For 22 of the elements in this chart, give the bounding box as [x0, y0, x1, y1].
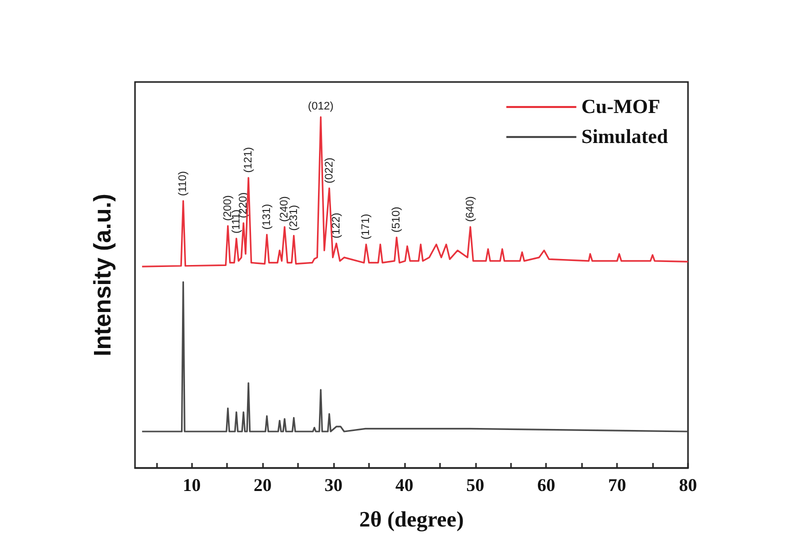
x-axis-title: 2θ (degree) [359, 506, 464, 532]
x-tick-label: 10 [182, 475, 201, 495]
y-axis-title: Intensity (a.u.) [90, 194, 116, 356]
annotation: (012) [308, 100, 334, 113]
legend-label: Simulated [581, 126, 668, 148]
annotation: (022) [323, 158, 336, 184]
annotation: (110) [177, 171, 190, 196]
x-tick-label: 40 [395, 475, 414, 495]
x-tick-label: 50 [466, 475, 484, 495]
annotation: (122) [330, 212, 342, 238]
annotation: (121) [242, 147, 254, 173]
annotation: (200) [222, 195, 234, 221]
annotation: (640) [464, 196, 476, 222]
x-tick-label: 20 [254, 475, 272, 495]
x-tick-label: 60 [537, 475, 556, 495]
annotation: (510) [390, 206, 403, 232]
x-tick-label: 80 [679, 475, 697, 495]
annotation: (171) [360, 214, 372, 240]
x-tick-label: 70 [608, 475, 626, 495]
x-tick-label: 30 [324, 475, 343, 495]
annotation: (131) [260, 204, 273, 230]
legend-label: Cu-MOF [581, 96, 660, 118]
